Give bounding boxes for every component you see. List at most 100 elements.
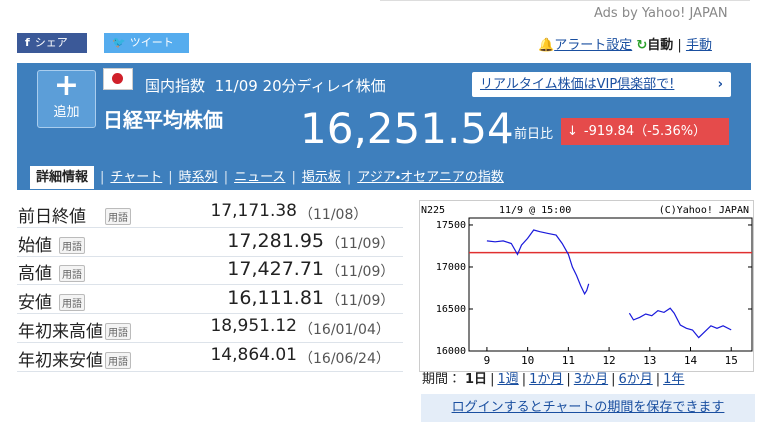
y-tick-label: 17500	[436, 220, 466, 231]
delay: 20分ディレイ株価	[262, 77, 386, 95]
separator: |	[490, 372, 495, 387]
change-box: ↓ -919.84（-5.36%）	[561, 118, 729, 145]
add-button[interactable]: + 追加	[37, 70, 96, 128]
row-value: 14,864.01	[210, 344, 297, 365]
table-row: 年初来高値 用語 18,951.12 （16/01/04）	[17, 314, 403, 343]
row-value: 18,951.12	[210, 315, 297, 336]
term-tag[interactable]: 用語	[105, 351, 131, 369]
save-link[interactable]: ログインするとチャートの期間を保存できます	[451, 400, 725, 415]
row-label: 前日終値	[18, 207, 86, 227]
top-rule	[380, 0, 750, 1]
manual-link[interactable]: 手動	[685, 38, 712, 53]
period-label: 期間：	[422, 372, 462, 387]
term-tag[interactable]: 用語	[59, 265, 85, 283]
row-label: 年初来高値	[18, 321, 103, 342]
table-row: 高値 用語 17,427.71 （11/09）	[17, 256, 403, 286]
x-tick-label: 12	[602, 354, 615, 367]
vip-button[interactable]: リアルタイム株価はVIP倶楽部で! ›	[472, 72, 731, 97]
period[interactable]: 3か月	[573, 372, 609, 387]
twitter-label[interactable]: ツイート	[129, 36, 174, 49]
row-label: 始値	[18, 235, 52, 256]
tab[interactable]: 掲示板	[301, 170, 341, 185]
index-info: 国内指数 11/09 20分ディレイ株価	[145, 75, 386, 96]
tab[interactable]: 詳細情報	[30, 166, 95, 189]
bell-icon: 🔔	[538, 38, 555, 53]
separator: |	[346, 170, 352, 185]
period-bar: 期間： 1日 | 1週 | 1か月 | 3か月 | 6か月 | 1年	[422, 368, 684, 387]
row-date: （11/09）	[326, 235, 395, 252]
separator: |	[611, 372, 616, 387]
separator: |	[100, 170, 105, 185]
x-tick-label: 9	[484, 354, 491, 367]
period[interactable]: 1か月	[529, 372, 564, 387]
row-value: 16,111.81	[227, 287, 324, 310]
auto-label: 自動	[647, 38, 674, 53]
tab[interactable]: 時系列	[178, 170, 218, 185]
tab[interactable]: ニュース	[234, 170, 286, 185]
change-label: 前日比	[514, 127, 554, 142]
plot-frame	[468, 217, 753, 352]
separator: |	[168, 170, 173, 185]
add-label[interactable]: 追加	[53, 105, 80, 120]
chart-copyright: (C)Yahoo! JAPAN	[659, 205, 749, 216]
chart-symbol: N225	[421, 205, 445, 216]
twitter-button[interactable]: 🐦 ツイート	[104, 33, 189, 53]
row-date: （16/06/24）	[299, 350, 390, 367]
chart: N225 11/9 @ 15:00 (C)Yahoo! JAPAN 16000 1650…	[419, 200, 754, 372]
vip-link[interactable]: リアルタイム株価はVIP倶楽部で!	[480, 77, 675, 92]
term-tag[interactable]: 用語	[59, 294, 85, 312]
period[interactable]: 1週	[497, 372, 519, 387]
row-value: 17,427.71	[227, 258, 324, 281]
price: 16,251.54	[300, 104, 514, 153]
row-date: （11/08）	[299, 207, 368, 223]
alert-link[interactable]: アラート設定	[554, 38, 633, 53]
separator: |	[521, 372, 527, 387]
x-tick-label: 15	[725, 354, 738, 367]
period[interactable]: 6か月	[618, 372, 653, 387]
row-value: 17,281.95	[227, 229, 324, 252]
separator: |	[566, 372, 571, 387]
tab[interactable]: チャート	[110, 170, 163, 185]
table-row: 始値 用語 17,281.95 （11/09）	[17, 228, 403, 257]
chart-stamp: 11/9 @ 15:00	[499, 205, 571, 216]
x-tick-label: 13	[643, 354, 656, 367]
flag-sun	[112, 73, 123, 84]
chevron[interactable]: ›	[717, 77, 723, 92]
x-tick-label: 10	[521, 354, 534, 367]
separator: |	[223, 170, 229, 185]
price-line	[486, 229, 732, 339]
row-label: 高値	[18, 264, 52, 285]
table-row: 年初来安値 用語 14,864.01 （16/06/24）	[17, 343, 403, 372]
period[interactable]: 1年	[663, 372, 685, 387]
table-row: 安値 用語 16,111.81 （11/09）	[17, 285, 403, 315]
index-name: 日経平均株価	[103, 108, 223, 132]
x-tick-label: 14	[684, 354, 698, 367]
term-tag[interactable]: 用語	[105, 208, 131, 225]
table-row: 前日終値 用語 17,171.38 （11/08）	[17, 199, 403, 228]
plus-icon[interactable]: +	[53, 68, 80, 103]
row-label: 安値	[18, 293, 52, 314]
chart-frame	[419, 200, 754, 372]
separator: |	[677, 38, 682, 53]
term-tag[interactable]: 用語	[105, 322, 131, 340]
row-date: （16/01/04）	[299, 321, 390, 338]
facebook-button[interactable]: f シェア	[17, 33, 87, 53]
row-label: 年初来安値	[18, 350, 103, 371]
term-tag[interactable]: 用語	[59, 236, 85, 254]
down-arrow: ↓	[567, 124, 578, 139]
y-tick-label: 16000	[436, 346, 466, 357]
category: 国内指数	[145, 77, 206, 95]
period: 1日	[465, 372, 488, 387]
row-date: （11/09）	[326, 293, 395, 310]
japan-flag	[103, 68, 133, 90]
tab[interactable]: アジア・オセアニアの指数	[357, 170, 504, 185]
refresh-icon: ↻	[636, 38, 648, 53]
facebook-label[interactable]: シェア	[34, 36, 68, 49]
save-bar: ログインするとチャートの期間を保存できます	[421, 394, 755, 422]
alert-bar: 🔔アラート設定 ↻自動 | 手動	[538, 36, 712, 56]
y-tick-label: 16500	[436, 304, 466, 315]
y-tick-label: 17000	[436, 262, 466, 273]
tab-bar: 詳細情報 | チャート | 時系列 | ニュース | 掲示板 | アジア・オセアニアの指数	[30, 165, 504, 190]
separator: |	[655, 372, 661, 387]
ads-label: Ads by Yahoo! JAPAN	[594, 6, 728, 21]
